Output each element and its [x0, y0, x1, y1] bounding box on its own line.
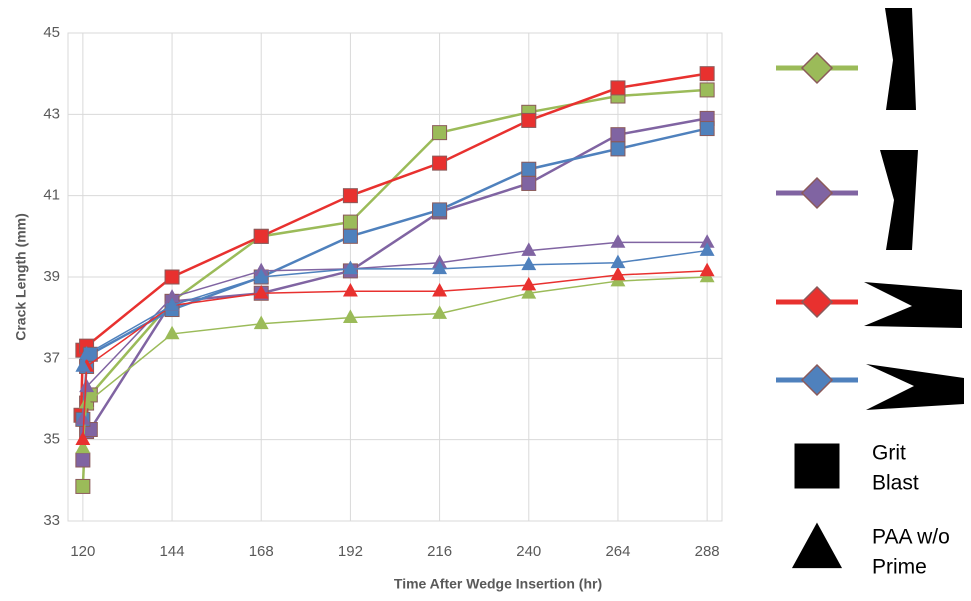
legend-marker	[800, 363, 834, 397]
data-point	[342, 228, 358, 244]
y-tick-label: 33	[43, 512, 60, 529]
data-point	[521, 175, 537, 191]
x-tick-label: 288	[695, 543, 720, 560]
y-tick-label: 41	[43, 187, 60, 204]
data-point	[164, 325, 180, 340]
data-point	[75, 431, 91, 445]
specimen-icon	[864, 282, 962, 328]
data-point	[342, 260, 358, 275]
data-point	[610, 127, 626, 143]
data-point	[699, 262, 715, 277]
x-axis-label: Time After Wedge Insertion (hr)	[394, 576, 602, 592]
legend-marker	[800, 176, 834, 210]
data-point	[75, 478, 91, 494]
y-tick-label: 39	[43, 268, 60, 285]
data-point	[521, 256, 537, 271]
legend-marker	[800, 51, 834, 85]
y-axis-label: Crack Length (mm)	[13, 213, 29, 341]
y-tick-label: 35	[43, 431, 60, 448]
data-point	[610, 141, 626, 157]
data-point	[610, 266, 626, 281]
x-tick-label: 192	[338, 543, 363, 560]
legend-label: Grit	[872, 442, 906, 465]
data-point	[342, 214, 358, 230]
data-point	[253, 268, 269, 283]
legend-label: PAA w/o	[872, 526, 950, 549]
data-point	[79, 394, 95, 409]
x-tick-label: 168	[249, 543, 274, 560]
data-point	[521, 285, 537, 299]
legend-marker	[794, 443, 840, 489]
legend-label: Prime	[872, 556, 927, 579]
y-tick-label: 37	[43, 349, 60, 366]
data-point	[75, 439, 91, 454]
data-point	[342, 309, 358, 323]
data-point	[253, 285, 269, 299]
specimen-icon	[880, 150, 918, 250]
legend-shapes	[864, 8, 964, 410]
specimen-icon	[866, 364, 964, 410]
series-line	[81, 117, 708, 461]
data-point	[521, 161, 537, 177]
data-point	[79, 346, 95, 360]
data-point	[432, 155, 448, 171]
data-point	[432, 282, 448, 297]
data-point	[164, 269, 180, 285]
data-point	[342, 188, 358, 204]
x-tick-label: 216	[427, 543, 452, 560]
data-point	[432, 202, 448, 218]
data-point	[699, 242, 715, 256]
x-tick-label: 120	[70, 543, 95, 560]
data-point	[253, 315, 269, 330]
data-point	[521, 276, 537, 291]
data-point	[75, 411, 91, 425]
data-point	[253, 228, 269, 244]
data-point	[432, 260, 448, 275]
y-tick-label: 45	[43, 24, 60, 41]
data-point	[342, 282, 358, 297]
data-point	[610, 80, 626, 96]
data-point	[75, 358, 91, 372]
data-point	[521, 242, 537, 256]
data-point	[610, 254, 626, 269]
data-point	[699, 121, 715, 137]
y-tick-label: 43	[43, 105, 60, 122]
specimen-icon	[885, 8, 916, 110]
data-point	[610, 234, 626, 248]
legend-marker	[791, 522, 843, 569]
data-point	[75, 452, 91, 468]
x-tick-label: 144	[160, 543, 185, 560]
data-point	[164, 297, 180, 311]
x-tick-label: 264	[605, 543, 630, 560]
data-point	[699, 66, 715, 82]
legend-label: Blast	[872, 472, 919, 495]
data-point	[79, 378, 95, 393]
data-point	[432, 125, 448, 141]
data-point	[521, 112, 537, 128]
x-tick-label: 240	[516, 543, 541, 560]
data-point	[432, 305, 448, 319]
data-point	[699, 82, 715, 98]
legend-marker	[800, 285, 834, 319]
